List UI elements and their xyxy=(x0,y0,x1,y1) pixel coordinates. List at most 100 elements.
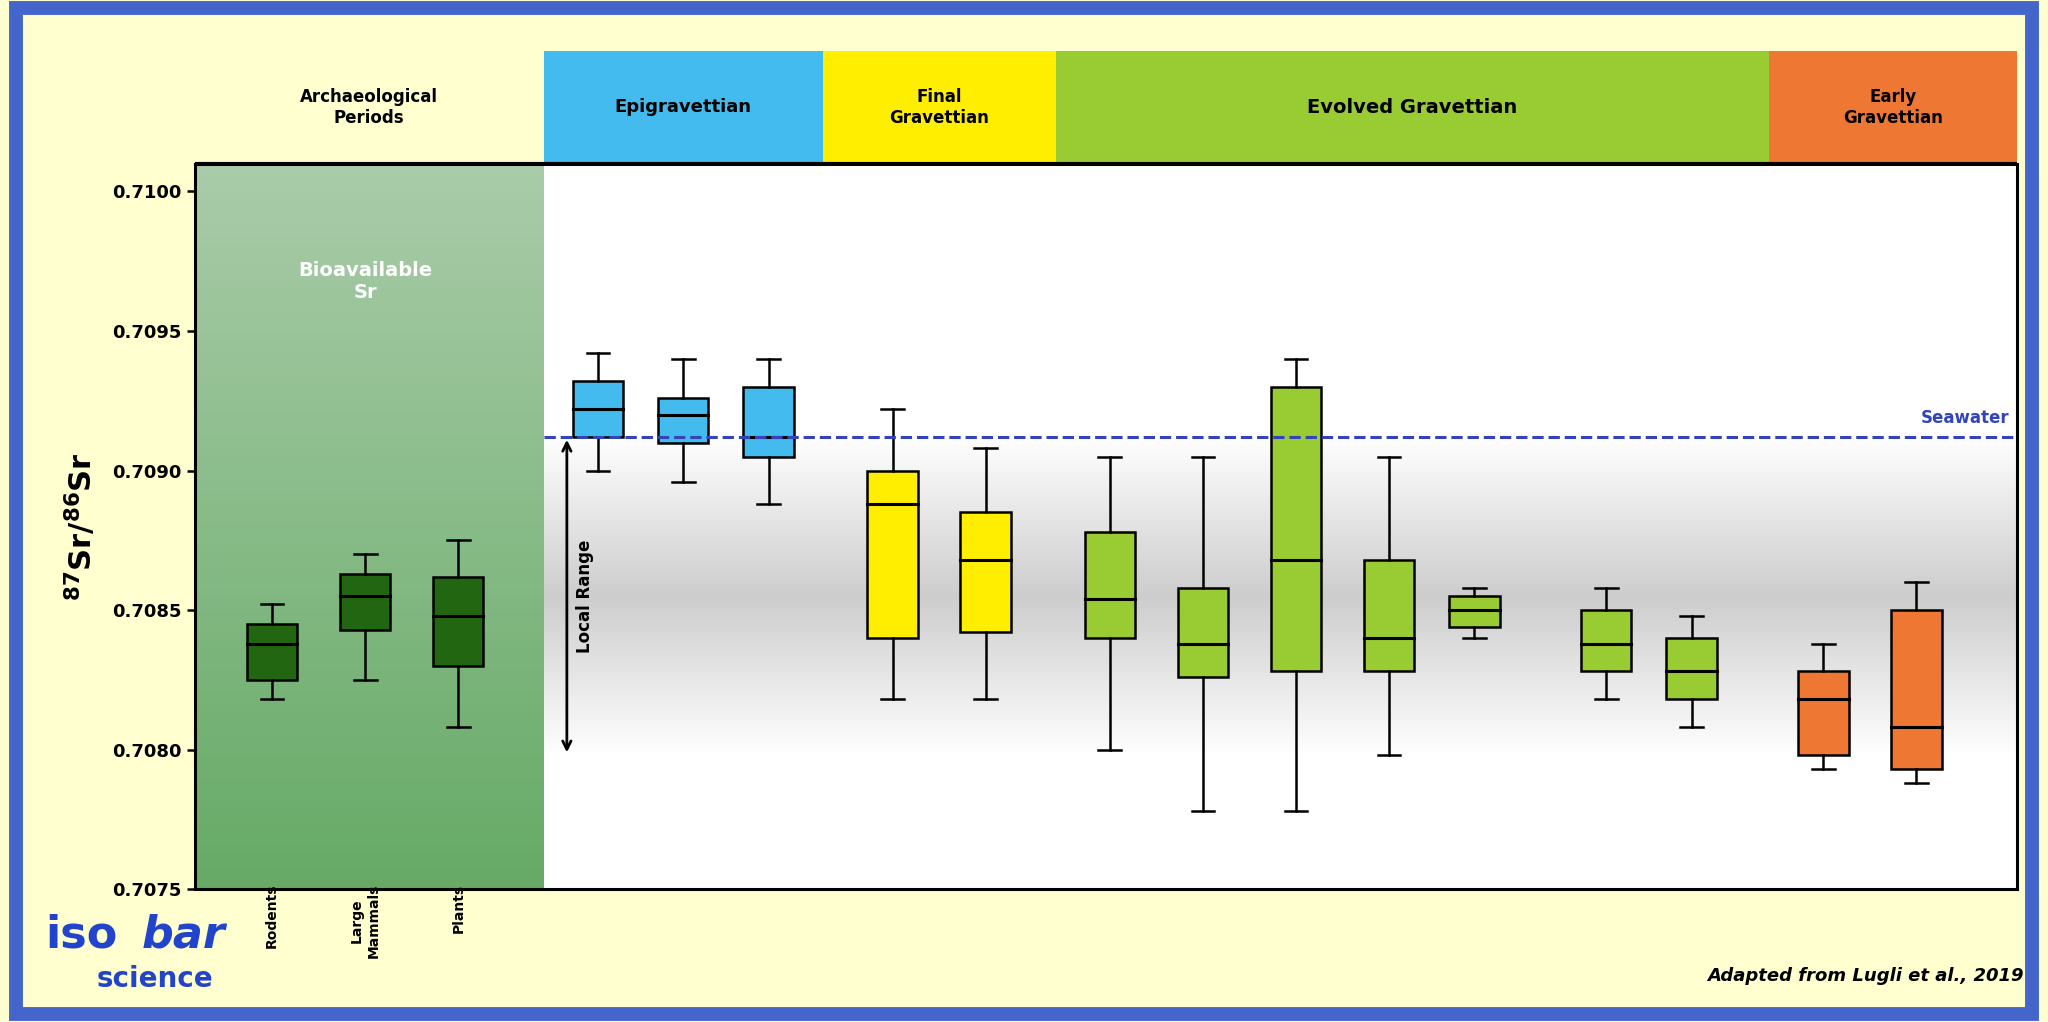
Bar xyxy=(195,552,543,559)
Bar xyxy=(543,588,2017,590)
Bar xyxy=(543,561,2017,562)
Bar xyxy=(195,794,543,801)
Bar xyxy=(195,662,543,669)
Bar xyxy=(543,653,2017,654)
Bar xyxy=(543,498,2017,499)
Bar xyxy=(657,398,709,443)
Bar xyxy=(543,683,2017,684)
Bar xyxy=(543,558,2017,559)
Bar xyxy=(543,449,2017,450)
Bar xyxy=(543,541,2017,542)
Bar xyxy=(543,574,2017,575)
Bar xyxy=(543,504,2017,505)
Bar xyxy=(195,457,543,464)
Bar xyxy=(543,452,2017,453)
Bar xyxy=(543,650,2017,651)
Bar xyxy=(195,259,543,266)
Bar xyxy=(195,362,543,369)
Bar xyxy=(1769,51,2017,164)
Text: Adapted from Lugli et al., 2019: Adapted from Lugli et al., 2019 xyxy=(1706,967,2023,985)
Bar xyxy=(543,713,2017,714)
Bar xyxy=(543,698,2017,699)
Bar xyxy=(195,779,543,787)
Bar xyxy=(543,661,2017,662)
Bar xyxy=(543,445,2017,446)
Bar xyxy=(195,230,543,237)
Bar xyxy=(543,483,2017,484)
Bar xyxy=(195,875,543,882)
Bar xyxy=(543,466,2017,467)
Bar xyxy=(543,617,2017,618)
Bar xyxy=(543,704,2017,705)
Bar xyxy=(543,640,2017,642)
Bar xyxy=(543,681,2017,682)
Bar xyxy=(543,737,2017,738)
Bar xyxy=(195,596,543,603)
Bar xyxy=(543,487,2017,489)
Bar xyxy=(543,509,2017,510)
Bar xyxy=(543,540,2017,541)
Bar xyxy=(543,468,2017,469)
Bar xyxy=(543,702,2017,703)
Bar xyxy=(573,381,623,437)
Bar xyxy=(1890,610,1942,770)
Bar xyxy=(195,589,543,596)
Bar xyxy=(195,443,543,450)
Bar xyxy=(1450,596,1499,626)
Bar xyxy=(195,369,543,376)
Bar xyxy=(543,505,2017,506)
Bar xyxy=(543,711,2017,712)
Text: science: science xyxy=(96,965,213,993)
Bar xyxy=(195,508,543,515)
Bar xyxy=(543,691,2017,692)
Bar xyxy=(543,675,2017,676)
Bar xyxy=(543,467,2017,468)
Bar xyxy=(543,450,2017,451)
Bar xyxy=(543,682,2017,683)
Bar xyxy=(543,684,2017,685)
Bar xyxy=(543,438,2017,439)
Bar xyxy=(543,638,2017,639)
Bar xyxy=(543,632,2017,633)
Bar xyxy=(195,566,543,574)
Bar xyxy=(543,748,2017,749)
Bar xyxy=(823,51,1055,164)
Bar xyxy=(543,463,2017,464)
Bar xyxy=(543,453,2017,454)
Bar xyxy=(543,566,2017,567)
Bar xyxy=(543,595,2017,596)
Bar xyxy=(543,546,2017,547)
Bar xyxy=(543,715,2017,716)
Bar xyxy=(543,525,2017,526)
Bar xyxy=(543,536,2017,537)
Bar xyxy=(195,845,543,852)
Bar xyxy=(543,688,2017,689)
Bar xyxy=(961,512,1012,633)
Bar xyxy=(543,439,2017,440)
Bar xyxy=(543,542,2017,543)
Bar xyxy=(543,510,2017,511)
Bar xyxy=(195,721,543,728)
Bar xyxy=(195,164,543,171)
Bar xyxy=(543,721,2017,722)
Bar xyxy=(1581,610,1632,671)
Bar xyxy=(543,544,2017,545)
Bar xyxy=(195,691,543,699)
Bar xyxy=(543,699,2017,700)
Bar xyxy=(543,659,2017,660)
Bar xyxy=(543,714,2017,715)
Bar xyxy=(543,695,2017,696)
Text: bar: bar xyxy=(141,914,225,957)
Bar xyxy=(195,281,543,288)
Bar xyxy=(543,482,2017,483)
Bar xyxy=(543,604,2017,605)
Bar xyxy=(868,470,918,638)
Bar xyxy=(195,640,543,647)
Bar xyxy=(543,550,2017,551)
Bar xyxy=(543,730,2017,731)
Bar xyxy=(543,692,2017,694)
Bar xyxy=(543,612,2017,613)
Bar xyxy=(543,443,2017,444)
Bar xyxy=(195,772,543,779)
Bar xyxy=(543,472,2017,473)
